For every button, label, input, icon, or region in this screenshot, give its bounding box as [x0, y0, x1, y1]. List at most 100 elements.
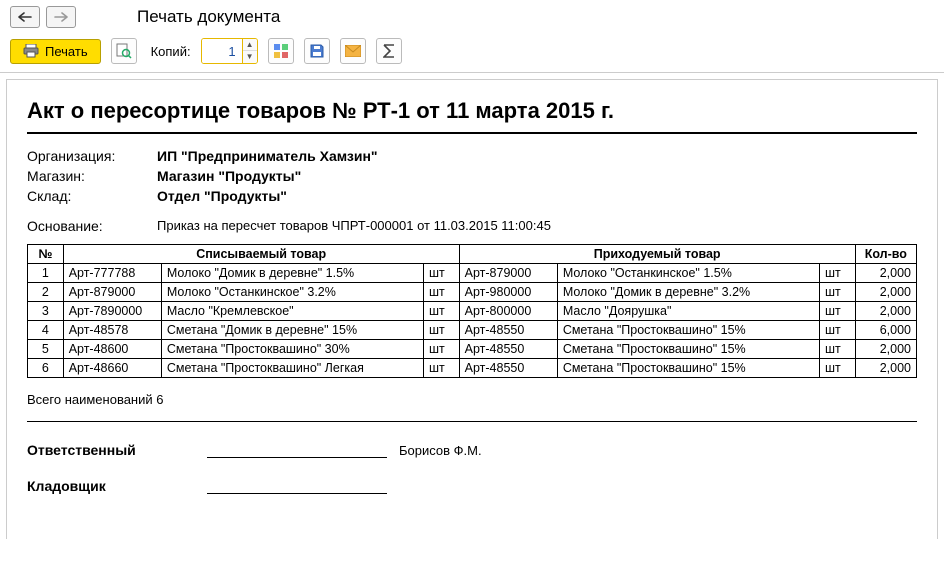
toolbar: Печать Копий: ▲ ▼ — [0, 34, 944, 72]
cell-out-name: Сметана "Простоквашино" Легкая — [161, 359, 423, 378]
sigma-icon — [383, 44, 395, 58]
print-button-label: Печать — [45, 44, 88, 59]
cell-out-art: Арт-777788 — [63, 264, 161, 283]
arrow-right-icon — [54, 12, 68, 22]
arrow-left-icon — [18, 12, 32, 22]
cell-out-art: Арт-879000 — [63, 283, 161, 302]
store-label: Магазин: — [27, 168, 157, 184]
document-title: Акт о пересортице товаров № РТ-1 от 11 м… — [27, 98, 917, 134]
cell-in-unit: шт — [819, 302, 855, 321]
cell-in-art: Арт-879000 — [459, 264, 557, 283]
table-row: 3Арт-7890000Масло "Кремлевское"штАрт-800… — [28, 302, 917, 321]
settings-button[interactable] — [268, 38, 294, 64]
org-value: ИП "Предприниматель Хамзин" — [157, 148, 378, 164]
items-table: № Списываемый товар Приходуемый товар Ко… — [27, 244, 917, 378]
responsible-sign-line — [207, 440, 387, 458]
cell-out-art: Арт-48600 — [63, 340, 161, 359]
cell-qty: 2,000 — [855, 359, 916, 378]
storekeeper-label: Кладовщик — [27, 478, 207, 494]
cell-in-name: Сметана "Простоквашино" 15% — [557, 321, 819, 340]
cell-out-unit: шт — [423, 321, 459, 340]
cell-out-art: Арт-48660 — [63, 359, 161, 378]
cell-qty: 2,000 — [855, 340, 916, 359]
basis-row: Основание: Приказ на пересчет товаров ЧП… — [27, 218, 917, 234]
header-out: Списываемый товар — [63, 245, 459, 264]
cell-num: 2 — [28, 283, 64, 302]
document-sheet: Акт о пересортице товаров № РТ-1 от 11 м… — [6, 79, 938, 539]
copies-label: Копий: — [151, 44, 191, 59]
storekeeper-sign-row: Кладовщик — [27, 476, 917, 494]
header-num: № — [28, 245, 64, 264]
store-row: Магазин: Магазин "Продукты" — [27, 168, 917, 184]
cell-out-name: Сметана "Простоквашино" 30% — [161, 340, 423, 359]
cell-in-unit: шт — [819, 340, 855, 359]
spinner-up-button[interactable]: ▲ — [243, 39, 257, 51]
table-row: 5Арт-48600Сметана "Простоквашино" 30%штА… — [28, 340, 917, 359]
table-row: 2Арт-879000Молоко "Останкинское" 3.2%штА… — [28, 283, 917, 302]
cell-out-name: Молоко "Домик в деревне" 1.5% — [161, 264, 423, 283]
basis-value: Приказ на пересчет товаров ЧПРТ-000001 о… — [157, 218, 551, 234]
cell-num: 4 — [28, 321, 64, 340]
email-button[interactable] — [340, 38, 366, 64]
warehouse-value: Отдел "Продукты" — [157, 188, 287, 204]
cell-out-unit: шт — [423, 359, 459, 378]
preview-button[interactable] — [111, 38, 137, 64]
cell-in-name: Масло "Доярушка" — [557, 302, 819, 321]
save-button[interactable] — [304, 38, 330, 64]
copies-spinner[interactable]: ▲ ▼ — [201, 38, 258, 64]
cell-in-art: Арт-980000 — [459, 283, 557, 302]
document-area: Акт о пересортице товаров № РТ-1 от 11 м… — [0, 72, 944, 539]
cell-out-name: Сметана "Домик в деревне" 15% — [161, 321, 423, 340]
cell-in-name: Сметана "Простоквашино" 15% — [557, 340, 819, 359]
envelope-icon — [345, 45, 361, 57]
magnifier-icon — [116, 43, 132, 59]
cell-out-unit: шт — [423, 302, 459, 321]
cell-num: 3 — [28, 302, 64, 321]
cell-out-unit: шт — [423, 283, 459, 302]
cell-in-art: Арт-48550 — [459, 321, 557, 340]
cell-qty: 2,000 — [855, 283, 916, 302]
cell-qty: 2,000 — [855, 302, 916, 321]
cell-in-name: Молоко "Домик в деревне" 3.2% — [557, 283, 819, 302]
nav-bar: Печать документа — [0, 0, 944, 34]
responsible-sign-row: Ответственный Борисов Ф.М. — [27, 440, 917, 458]
cell-in-name: Сметана "Простоквашино" 15% — [557, 359, 819, 378]
cell-in-art: Арт-48550 — [459, 340, 557, 359]
copies-input[interactable] — [202, 39, 242, 63]
grid-icon — [274, 44, 288, 58]
print-button[interactable]: Печать — [10, 39, 101, 64]
back-button[interactable] — [10, 6, 40, 28]
forward-button[interactable] — [46, 6, 76, 28]
page-title: Печать документа — [137, 7, 280, 27]
printer-icon — [23, 44, 39, 58]
total-line: Всего наименований 6 — [27, 392, 917, 422]
cell-in-unit: шт — [819, 264, 855, 283]
cell-in-unit: шт — [819, 359, 855, 378]
cell-num: 1 — [28, 264, 64, 283]
cell-out-name: Масло "Кремлевское" — [161, 302, 423, 321]
cell-out-art: Арт-7890000 — [63, 302, 161, 321]
org-label: Организация: — [27, 148, 157, 164]
cell-out-art: Арт-48578 — [63, 321, 161, 340]
cell-out-name: Молоко "Останкинское" 3.2% — [161, 283, 423, 302]
cell-out-unit: шт — [423, 264, 459, 283]
responsible-name: Борисов Ф.М. — [399, 443, 482, 458]
table-row: 4Арт-48578Сметана "Домик в деревне" 15%ш… — [28, 321, 917, 340]
floppy-icon — [310, 44, 324, 58]
cell-num: 6 — [28, 359, 64, 378]
responsible-label: Ответственный — [27, 442, 207, 458]
sum-button[interactable] — [376, 38, 402, 64]
warehouse-label: Склад: — [27, 188, 157, 204]
org-row: Организация: ИП "Предприниматель Хамзин" — [27, 148, 917, 164]
storekeeper-sign-line — [207, 476, 387, 494]
table-row: 6Арт-48660Сметана "Простоквашино" Легкая… — [28, 359, 917, 378]
cell-in-name: Молоко "Останкинское" 1.5% — [557, 264, 819, 283]
cell-in-art: Арт-800000 — [459, 302, 557, 321]
cell-out-unit: шт — [423, 340, 459, 359]
spinner-down-button[interactable]: ▼ — [243, 51, 257, 63]
cell-qty: 2,000 — [855, 264, 916, 283]
header-qty: Кол-во — [855, 245, 916, 264]
cell-in-unit: шт — [819, 321, 855, 340]
warehouse-row: Склад: Отдел "Продукты" — [27, 188, 917, 204]
cell-in-unit: шт — [819, 283, 855, 302]
